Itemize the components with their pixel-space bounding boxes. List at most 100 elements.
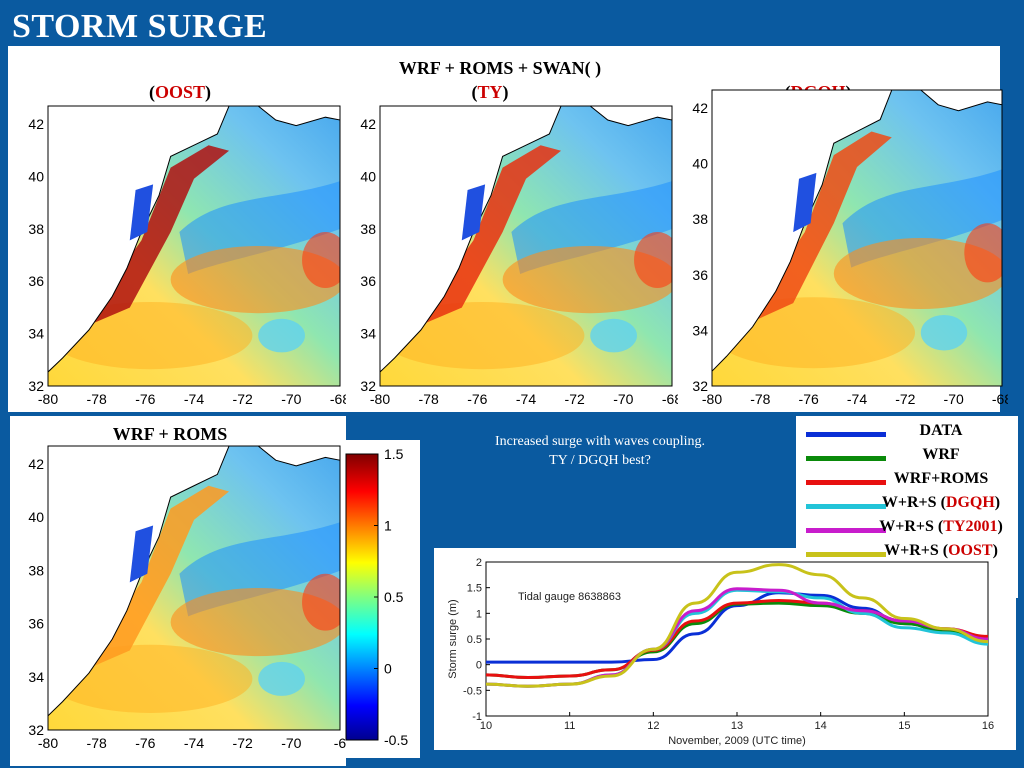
lon-tick-label: -80 — [702, 391, 722, 407]
legend-item-wrs-dgqh: W+R+S (DGQH) — [796, 494, 1018, 518]
colorbar-tick-label: -0.5 — [384, 732, 408, 748]
chart-ylabel: Storm surge (m) — [447, 599, 459, 678]
lon-tick-label: -72 — [565, 391, 585, 407]
y-tick-label: -0.5 — [463, 685, 482, 697]
note-line-2: TY / DGQH best? — [549, 453, 651, 468]
bottom-header: WRF + ROMS — [112, 424, 228, 444]
colorbar-tick-label: 0.5 — [384, 589, 404, 605]
lon-tick-label: -76 — [135, 735, 155, 751]
y-tick-label: 2 — [476, 557, 482, 569]
map-panel-ty: 42 40 38 36 34 32-80 -78 -76 -74 -72 -70 -68 — [360, 105, 678, 407]
x-tick-label: 12 — [647, 720, 659, 732]
lon-tick-label: -70 — [281, 391, 301, 407]
lat-tick-label: 40 — [28, 509, 44, 525]
top-header: WRF + ROMS + SWAN( ) — [398, 58, 602, 78]
colorbar-tick-label: 0 — [384, 661, 392, 677]
panel-label-ty: (TY) — [471, 82, 509, 102]
lat-tick-label: 42 — [360, 116, 376, 132]
legend-swatch-wrs-dgqh — [806, 504, 886, 509]
colorbar-tick-label: 1 — [384, 518, 392, 534]
lat-tick-label: 34 — [28, 326, 44, 342]
y-tick-label: -1 — [472, 711, 482, 723]
lat-tick-label: 40 — [28, 168, 44, 184]
lat-tick-label: 36 — [692, 267, 708, 283]
legend-item-wrf: WRF — [796, 446, 1018, 470]
lon-tick-label: -76 — [135, 391, 155, 407]
map-panel-dgqh: 42 40 38 36 34 32-80 -78 -76 -74 -72 -70 -68 — [692, 89, 1008, 407]
colorbar: 1.5 1 0.5 0 -0.5 — [345, 446, 408, 748]
lat-tick-label: 40 — [692, 156, 708, 172]
lat-tick-label: 40 — [360, 168, 376, 184]
legend-label-wrf-roms: WRF+ROMS — [893, 470, 989, 487]
lon-tick-label: -70 — [281, 735, 301, 751]
legend-label-wrs-dgqh: W+R+S (DGQH) — [881, 494, 1001, 511]
lat-tick-label: 34 — [360, 326, 376, 342]
y-tick-label: 0.5 — [467, 634, 482, 646]
lon-tick-label: -80 — [38, 735, 58, 751]
lat-tick-label: 34 — [28, 669, 44, 685]
surge-timeseries-chart: Tidal gauge 8638863 November, 2009 (UTC … — [447, 557, 994, 747]
lon-tick-label: -76 — [467, 391, 487, 407]
lon-tick-label: -70 — [944, 391, 964, 407]
lon-tick-label: -72 — [895, 391, 915, 407]
legend-label-wrf: WRF — [922, 446, 960, 463]
lat-tick-label: 32 — [692, 378, 708, 394]
lat-tick-label: 38 — [28, 562, 44, 578]
lon-tick-label: -70 — [613, 391, 633, 407]
lat-tick-label: 38 — [692, 211, 708, 227]
lon-tick-label: -78 — [750, 391, 770, 407]
x-tick-label: 16 — [982, 720, 994, 732]
legend-swatch-data — [806, 432, 886, 437]
legend-swatch-wrs-oost — [806, 552, 886, 557]
lon-tick-label: -68 — [330, 391, 346, 407]
lat-tick-label: 38 — [360, 221, 376, 237]
lon-tick-label: -6 — [334, 735, 346, 751]
lon-tick-label: -74 — [184, 391, 204, 407]
legend-label-wrs-ty2001: W+R+S (TY2001) — [879, 518, 1003, 535]
legend-label-data: DATA — [919, 422, 963, 439]
lat-tick-label: 36 — [28, 273, 44, 289]
lat-tick-label: 42 — [692, 100, 708, 116]
colorbar-gradient — [345, 453, 379, 741]
y-tick-label: 1.5 — [467, 583, 482, 595]
lat-tick-label: 32 — [28, 378, 44, 394]
lat-tick-label: 32 — [28, 722, 44, 738]
x-tick-label: 13 — [731, 720, 743, 732]
panel-label-oost: (OOST) — [148, 82, 212, 102]
lon-tick-label: -72 — [233, 391, 253, 407]
legend-item-wrs-ty2001: W+R+S (TY2001) — [796, 518, 1018, 542]
legend-item-data: DATA — [796, 422, 1018, 446]
legend-swatch-wrs-ty2001 — [806, 528, 886, 533]
colorbar-tick-label: 1.5 — [384, 446, 404, 462]
legend-swatch-wrf-roms — [806, 480, 886, 485]
map-panel-oost: 42 40 38 36 34 32-80 -78 -76 -74 -72 -70 -68 — [28, 105, 346, 407]
lon-tick-label: -80 — [370, 391, 390, 407]
legend-label-wrs-oost: W+R+S (OOST) — [884, 542, 998, 559]
lon-tick-label: -76 — [799, 391, 819, 407]
lon-tick-label: -78 — [87, 735, 107, 751]
lon-tick-label: -74 — [184, 735, 204, 751]
legend-item-wrs-oost: W+R+S (OOST) — [796, 542, 1018, 566]
lat-tick-label: 36 — [28, 616, 44, 632]
x-tick-label: 14 — [815, 720, 827, 732]
y-tick-label: 1 — [476, 608, 482, 620]
legend-swatch-wrf — [806, 456, 886, 461]
lat-tick-label: 38 — [28, 221, 44, 237]
lon-tick-label: -72 — [233, 735, 253, 751]
y-tick-label: 0 — [476, 660, 482, 672]
lon-tick-label: -80 — [38, 391, 58, 407]
slide-title: STORM SURGE — [12, 8, 268, 45]
legend-item-wrf-roms: WRF+ROMS — [796, 470, 1018, 494]
lon-tick-label: -78 — [87, 391, 107, 407]
note-text: Increased surge with waves coupling. TY … — [440, 432, 760, 470]
lat-tick-label: 42 — [28, 456, 44, 472]
chart-plot-area — [485, 561, 989, 717]
series-line-w-r-s-oost — [485, 563, 989, 688]
lat-tick-label: 42 — [28, 116, 44, 132]
lat-tick-label: 36 — [360, 273, 376, 289]
lon-tick-label: -68 — [662, 391, 678, 407]
lon-tick-label: -74 — [847, 391, 867, 407]
lat-tick-label: 32 — [360, 378, 376, 394]
x-tick-label: 10 — [480, 720, 492, 732]
chart-xlabel: November, 2009 (UTC time) — [668, 735, 806, 747]
